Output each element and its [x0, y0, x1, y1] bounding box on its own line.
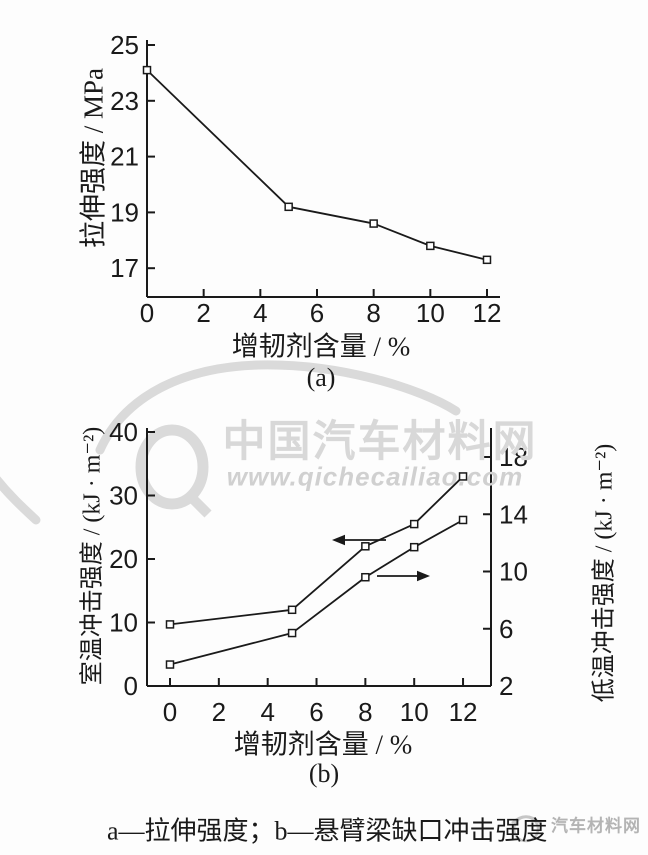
figure-caption: a—拉伸强度；b—悬臂梁缺口冲击强度 — [107, 816, 548, 846]
chart-b-right-y-tick-label: 18 — [499, 442, 528, 472]
chart-b-data-point-marker — [361, 572, 370, 582]
watermark-car-fragment — [0, 476, 41, 525]
chart-b: 0 2 4 6 8 10 12 0 10 20 30 40 2 6 10 14 18 — [109, 417, 528, 727]
chart-b-data-point-marker — [409, 542, 419, 552]
chart-b-x-tick-label: 8 — [358, 697, 372, 727]
chart-b-data-point-marker — [458, 472, 468, 481]
chart-b-x-tick-label: 12 — [449, 697, 478, 727]
chart-b-data-point-marker — [287, 628, 297, 638]
watermark-logo — [0, 360, 541, 843]
chart-b-data-point-marker — [165, 660, 175, 669]
watermark-url-text: www.qichecailiao.com — [226, 461, 524, 492]
chart-b-x-tick-label: 6 — [309, 697, 323, 727]
right-axis-pointer-arrow-head — [417, 570, 430, 582]
watermark-q-ring — [135, 424, 209, 510]
watermark-car-roofline — [95, 360, 461, 455]
chart-b-data-point-marker — [287, 605, 297, 615]
chart-a-data-point-marker — [284, 202, 293, 212]
chart-a-y-axis-title: 拉伸强度 / MPa — [78, 67, 109, 249]
chart-b-right-y-tick-label: 2 — [499, 671, 513, 701]
chart-b-right-y-axis-title: 低温冲击强度 / (kJ · m⁻²) — [591, 443, 618, 703]
chart-a-data-point-marker — [426, 241, 435, 251]
chart-a-x-tick-label: 2 — [196, 298, 210, 328]
chart-a-y-tick-label: 23 — [110, 86, 139, 116]
chart-a-data-point-marker — [142, 65, 152, 75]
chart-a-y-tick-label: 19 — [110, 197, 139, 227]
chart-a-y-tick-label: 21 — [110, 142, 139, 172]
chart-a-x-tick-label: 6 — [310, 298, 324, 328]
chart-b-data-point-marker — [165, 620, 175, 629]
chart-b-data-line-left — [169, 475, 464, 626]
chart-b-x-tick-label: 10 — [400, 697, 429, 727]
chart-b-data-point-marker — [458, 515, 468, 525]
chart-b-panel-label: (b) — [308, 759, 340, 788]
chart-a-data-line — [146, 69, 488, 261]
chart-b-left-y-tick-label: 20 — [109, 544, 138, 574]
chart-b-left-y-tick-label: 10 — [109, 608, 138, 638]
watermark-brand-text: 中国汽车材料网 — [222, 418, 538, 466]
chart-b-x-tick-label: 2 — [212, 697, 226, 727]
chart-b-data-point-marker — [409, 519, 419, 529]
chart-b-right-y-tick-label: 6 — [499, 614, 513, 644]
chart-b-left-y-tick-label: 40 — [109, 417, 138, 447]
chart-a-x-tick-label: 12 — [473, 298, 502, 328]
chart-a-y-tick-label: 17 — [110, 253, 139, 283]
chart-a-x-tick-label: 8 — [366, 298, 380, 328]
chart-b-data-point-marker — [361, 542, 370, 551]
chart-a-y-tick-label: 25 — [110, 30, 139, 60]
chart-b-data-line-right — [169, 519, 464, 666]
chart-a-x-tick-label: 0 — [140, 298, 154, 328]
chart-b-right-y-tick-label: 10 — [499, 557, 528, 587]
chart-b-right-y-tick-label: 14 — [499, 499, 528, 529]
watermark-small-brand-text: 汽车材料网 — [551, 816, 641, 836]
chart-a: 17 19 21 23 25 0 2 4 6 8 10 12 — [110, 30, 501, 328]
chart-b-x-tick-label: 0 — [163, 697, 177, 727]
chart-a-x-tick-label: 4 — [253, 298, 267, 328]
chart-b-x-axis-title: 增韧剂含量 / % — [233, 729, 413, 760]
chart-a-data-point-marker — [482, 255, 492, 265]
left-axis-pointer-arrow-head — [332, 534, 345, 546]
chart-a-x-axis-title: 增韧剂含量 / % — [231, 331, 411, 362]
chart-a-x-tick-label: 10 — [416, 298, 445, 328]
chart-b-left-y-axis-title: 室温冲击强度 / (kJ · m⁻²) — [79, 426, 106, 686]
chart-b-left-y-tick-label: 0 — [124, 671, 138, 701]
chart-a-panel-label: (a) — [306, 363, 336, 392]
chart-b-x-tick-label: 4 — [260, 697, 274, 727]
chart-b-left-y-tick-label: 30 — [109, 481, 138, 511]
watermark-small-logo-car — [511, 815, 541, 824]
watermark-q-tail — [186, 492, 212, 518]
chart-a-data-point-marker — [369, 219, 378, 228]
